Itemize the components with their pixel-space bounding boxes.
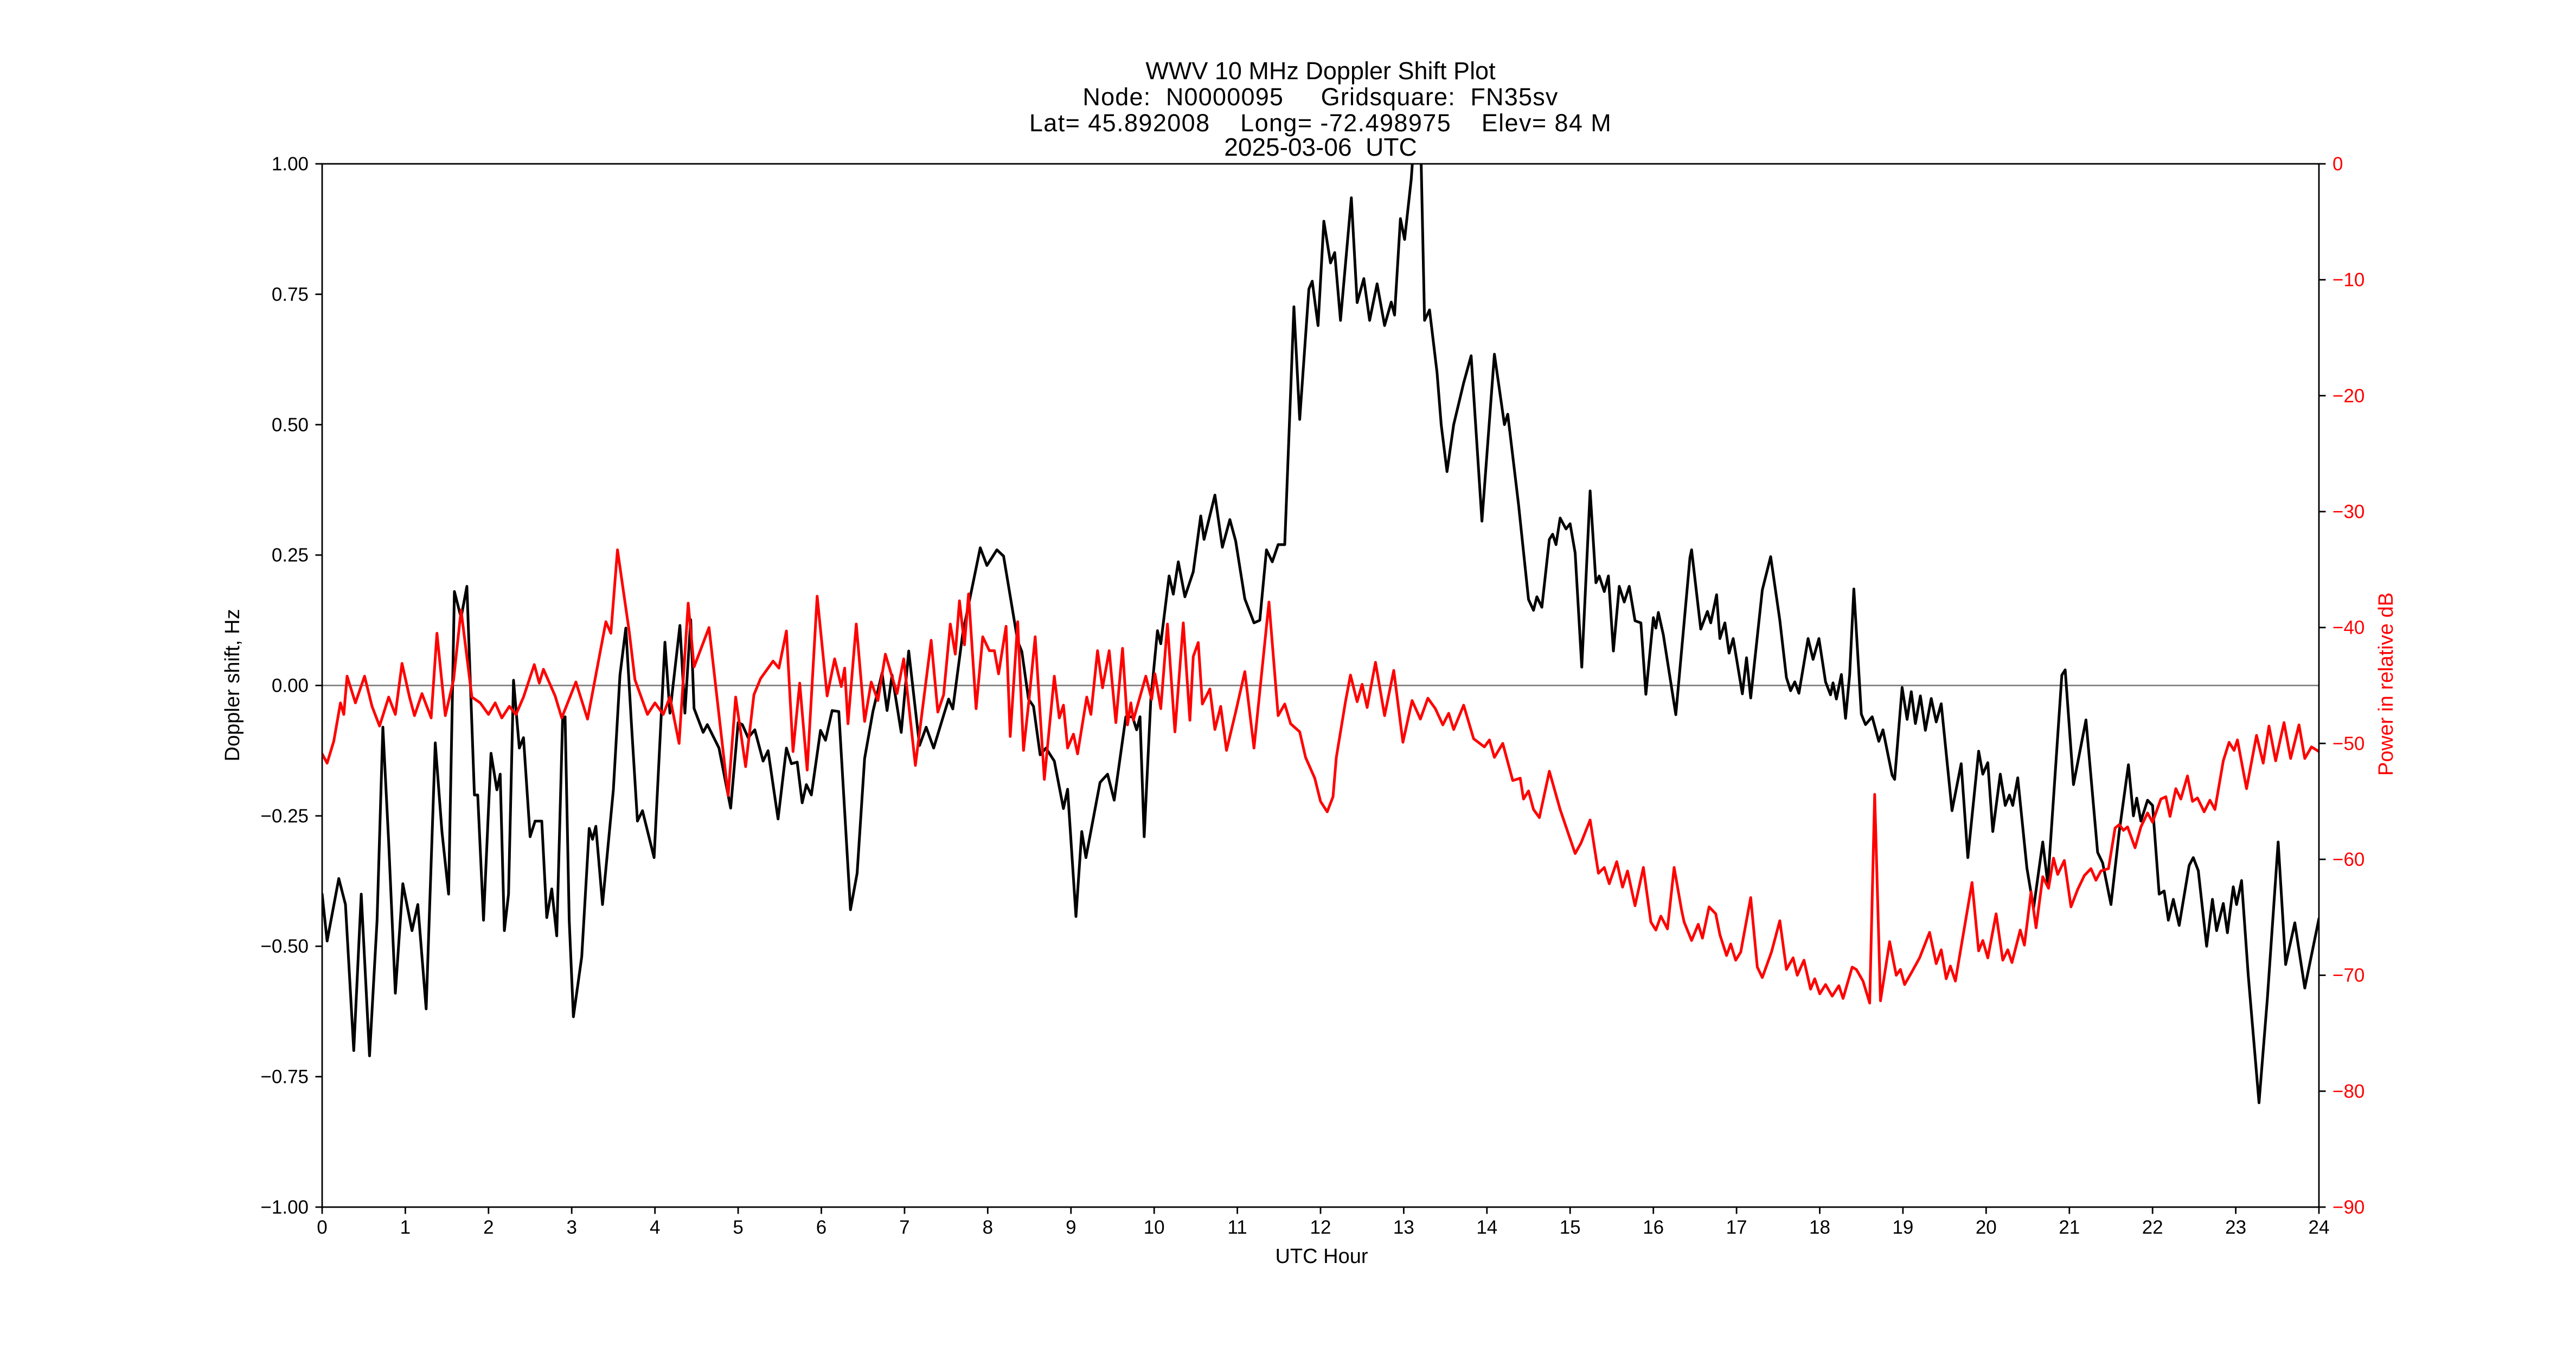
svg-text:−0.75: −0.75 — [260, 1067, 309, 1088]
svg-text:0.25: 0.25 — [272, 545, 309, 566]
svg-text:−1.00: −1.00 — [260, 1197, 309, 1218]
svg-text:Power in relative dB: Power in relative dB — [2375, 592, 2398, 776]
svg-text:13: 13 — [1393, 1217, 1414, 1238]
svg-text:−70: −70 — [2333, 965, 2364, 986]
svg-text:0.00: 0.00 — [272, 675, 309, 697]
svg-text:−80: −80 — [2333, 1081, 2364, 1102]
svg-text:−20: −20 — [2333, 385, 2364, 406]
svg-text:−50: −50 — [2333, 733, 2364, 754]
svg-text:1: 1 — [400, 1217, 411, 1238]
svg-text:−40: −40 — [2333, 617, 2364, 639]
svg-text:10: 10 — [1144, 1217, 1165, 1238]
svg-text:UTC Hour: UTC Hour — [1275, 1245, 1368, 1268]
svg-text:6: 6 — [816, 1217, 826, 1238]
svg-text:−0.50: −0.50 — [260, 936, 309, 957]
svg-text:14: 14 — [1476, 1217, 1497, 1238]
svg-text:16: 16 — [1643, 1217, 1664, 1238]
svg-text:17: 17 — [1726, 1217, 1747, 1238]
svg-text:12: 12 — [1310, 1217, 1331, 1238]
svg-text:24: 24 — [2309, 1217, 2330, 1238]
svg-text:4: 4 — [650, 1217, 660, 1238]
svg-text:7: 7 — [899, 1217, 909, 1238]
svg-text:Lat= 45.892008 Long= -72.49: Lat= 45.892008 Long= -72.498975 Elev= 84… — [1029, 109, 1612, 137]
svg-text:Node: N0000095 Gridsquare: Node: N0000095 Gridsquare: FN35sv — [1082, 83, 1558, 111]
svg-text:8: 8 — [983, 1217, 993, 1238]
svg-text:0: 0 — [2333, 154, 2343, 175]
svg-text:2: 2 — [483, 1217, 494, 1238]
svg-text:20: 20 — [1976, 1217, 1997, 1238]
svg-text:15: 15 — [1560, 1217, 1581, 1238]
svg-text:9: 9 — [1066, 1217, 1076, 1238]
svg-text:22: 22 — [2142, 1217, 2163, 1238]
svg-text:11: 11 — [1227, 1217, 1247, 1238]
svg-text:3: 3 — [566, 1217, 576, 1238]
svg-text:−30: −30 — [2333, 501, 2364, 522]
svg-text:−90: −90 — [2333, 1197, 2364, 1218]
svg-text:−0.25: −0.25 — [260, 806, 309, 827]
svg-text:23: 23 — [2225, 1217, 2246, 1238]
svg-text:0: 0 — [317, 1217, 327, 1238]
svg-text:21: 21 — [2059, 1217, 2080, 1238]
svg-text:−60: −60 — [2333, 849, 2364, 870]
svg-text:5: 5 — [733, 1217, 743, 1238]
svg-text:0.75: 0.75 — [272, 284, 309, 305]
svg-text:19: 19 — [1892, 1217, 1913, 1238]
svg-text:Doppler shift, Hz: Doppler shift, Hz — [221, 609, 244, 762]
svg-text:2025-03-06 UTC: 2025-03-06 UTC — [1224, 133, 1417, 161]
svg-text:−10: −10 — [2333, 270, 2364, 291]
svg-text:WWV 10 MHz Doppler Shift Plot: WWV 10 MHz Doppler Shift Plot — [1145, 57, 1496, 85]
svg-text:0.50: 0.50 — [272, 414, 309, 436]
svg-text:1.00: 1.00 — [272, 154, 309, 175]
svg-text:18: 18 — [1809, 1217, 1830, 1238]
